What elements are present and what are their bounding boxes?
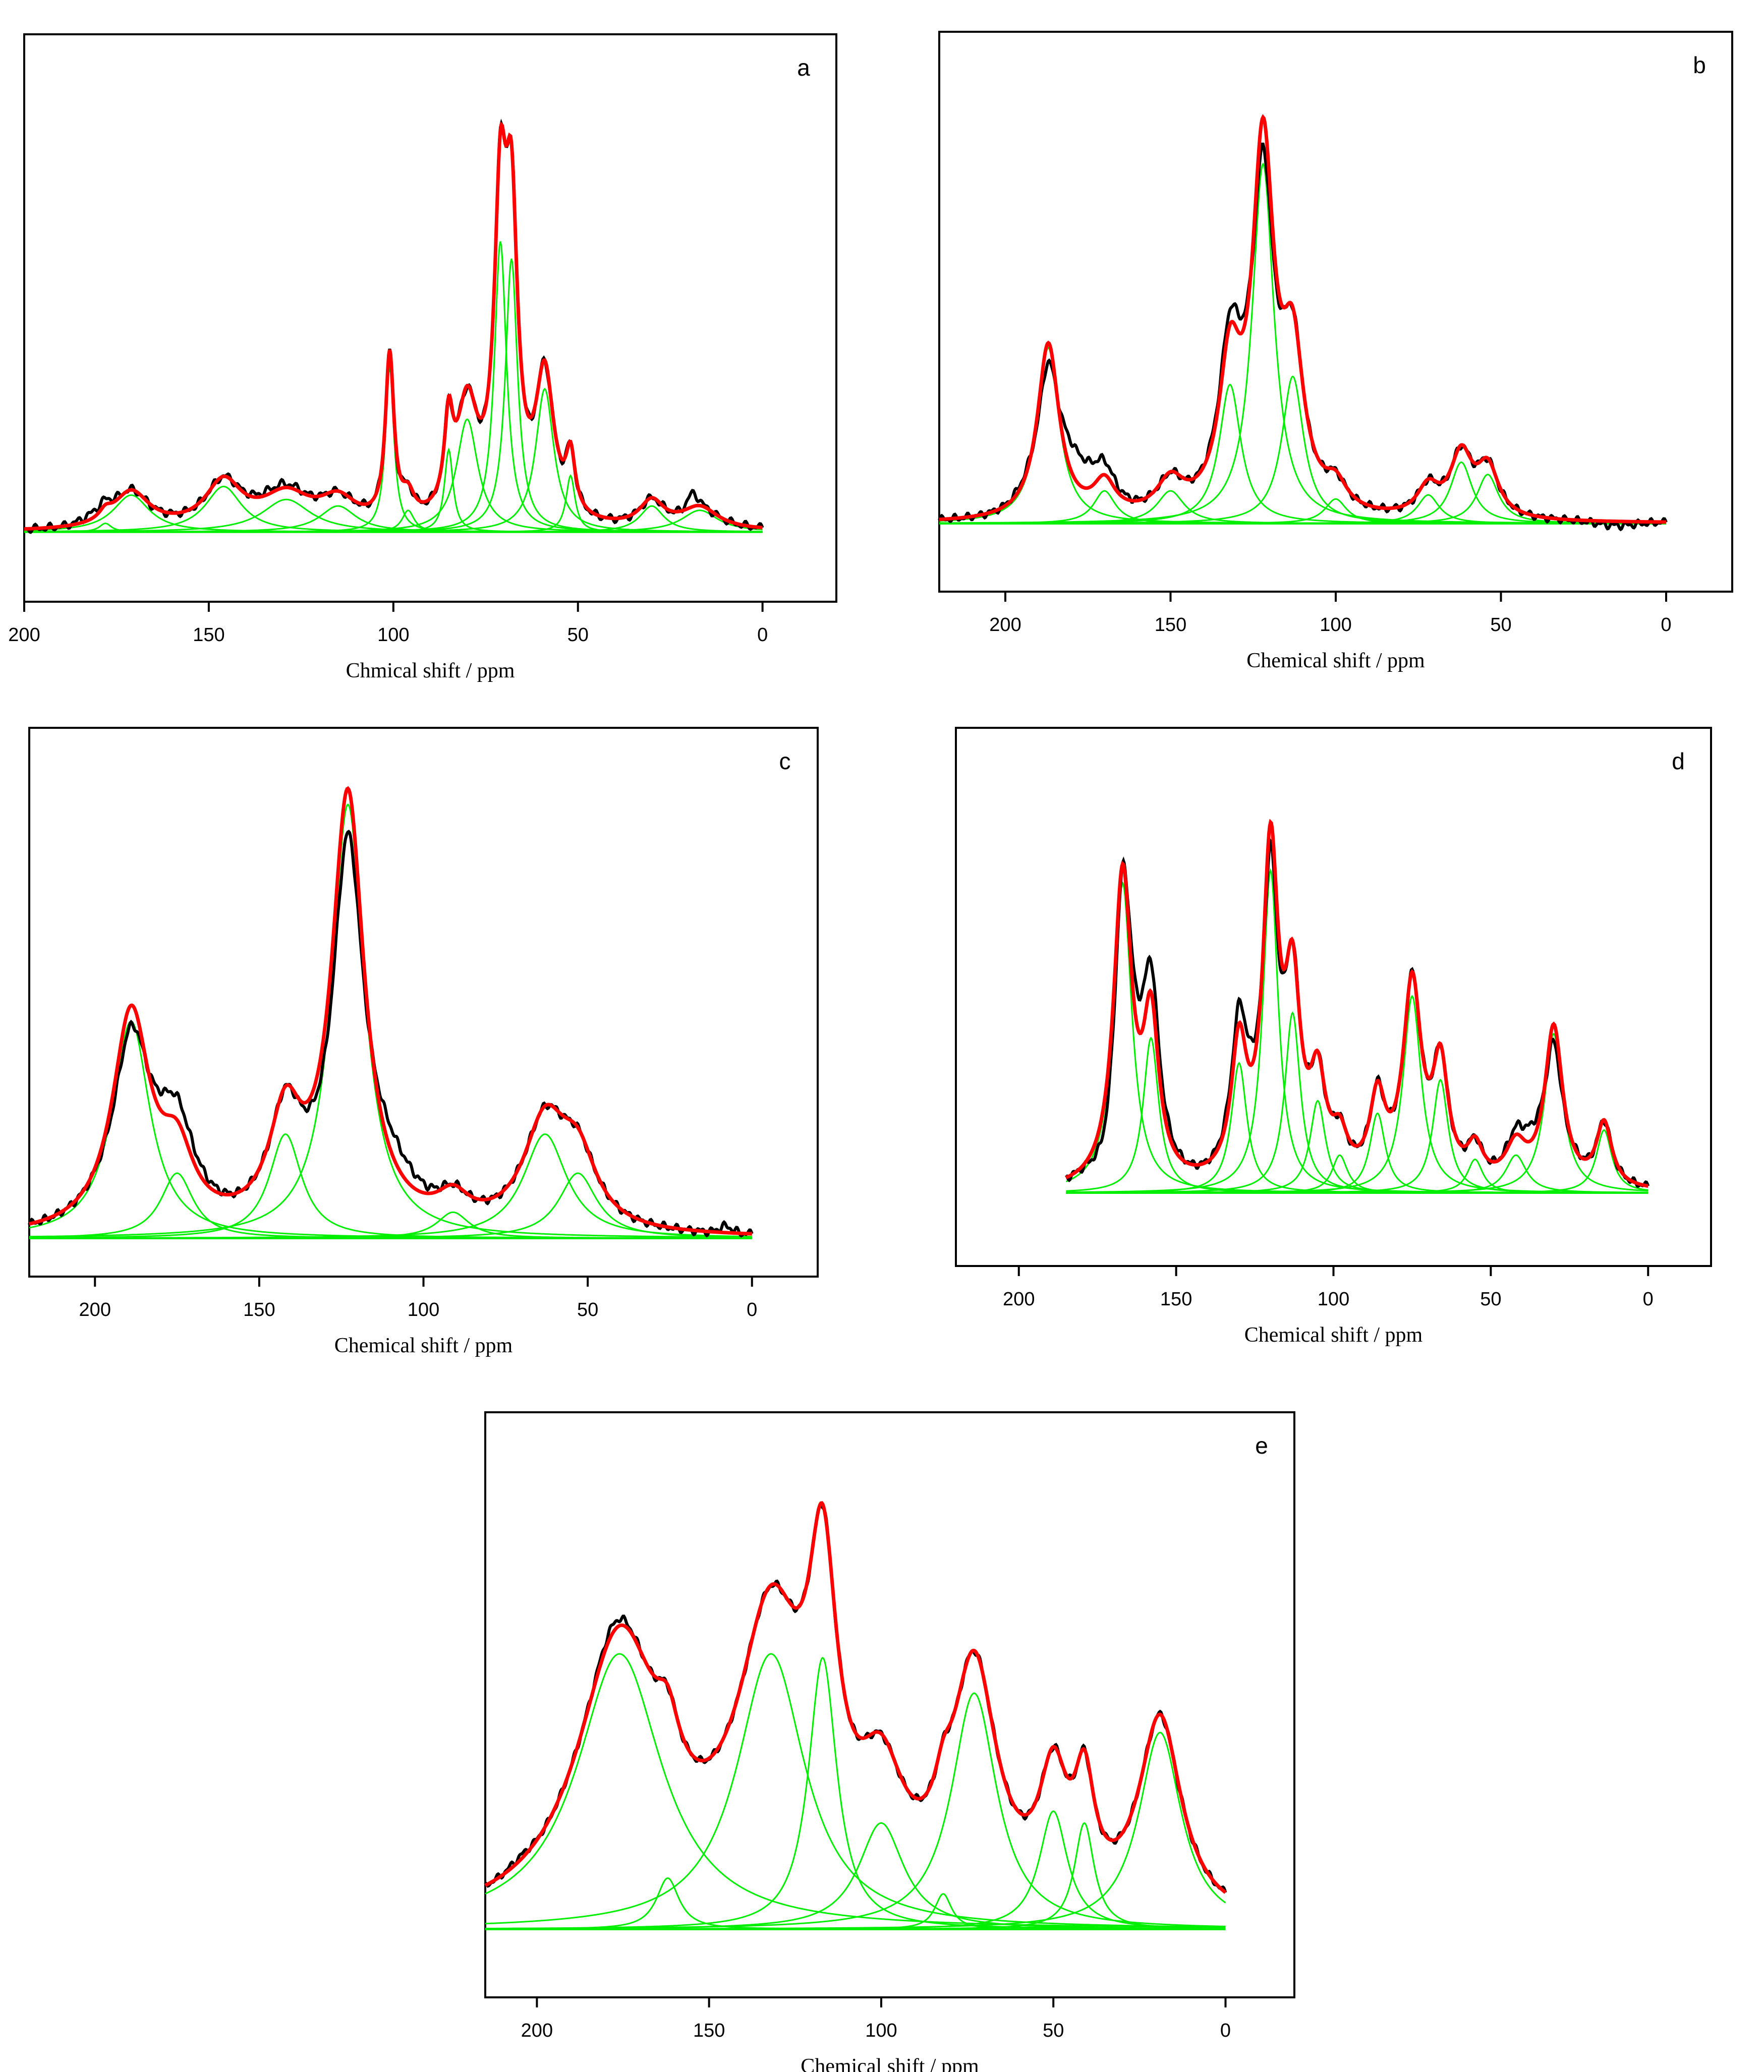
component-peak-5 [1066, 1011, 1648, 1194]
x-axis-label: Chemical shift / ppm [334, 1334, 513, 1357]
x-tick-label: 200 [989, 614, 1021, 636]
x-tick-label: 50 [1490, 614, 1511, 636]
x-tick-label: 0 [1220, 2020, 1231, 2041]
x-tick-label: 100 [865, 2020, 897, 2041]
component-peak-7 [485, 1692, 1226, 1929]
x-tick-label: 50 [1043, 2020, 1064, 2041]
chart-panel-a: 200 150 100 50 0 Chmical shift / ppm a [8, 33, 837, 682]
panel-label: e [1255, 1432, 1268, 1459]
fitted-spectrum [939, 114, 1667, 524]
x-axis-label: Chemical shift / ppm [1246, 649, 1425, 672]
component-peak-7 [29, 1172, 752, 1239]
x-tick-label: 150 [243, 1299, 275, 1320]
component-peak-14 [1066, 1129, 1648, 1194]
component-peak-9 [939, 461, 1666, 525]
x-tick-label: 200 [8, 624, 40, 646]
x-tick-label: 0 [757, 624, 768, 646]
chart-panel-e: 200 150 100 50 0 Chemical shift / ppm e [484, 1411, 1295, 2072]
component-peak-2 [24, 494, 763, 533]
fitted-spectrum [29, 786, 752, 1236]
x-tick-label: 0 [1643, 1289, 1654, 1310]
experimental-spectrum [24, 119, 764, 534]
component-peak-13 [24, 474, 763, 533]
component-peak-8 [1066, 1112, 1648, 1194]
component-peak-2 [485, 1877, 1226, 1930]
x-tick-label: 0 [747, 1299, 757, 1320]
component-peak-1 [485, 1653, 1226, 1928]
fitted-spectrum [24, 121, 763, 531]
chart-panel-b: 200 150 100 50 0 Chemical shift / ppm b [938, 31, 1733, 672]
panel-label: c [779, 748, 791, 774]
plot-frame [23, 33, 837, 603]
experimental-spectrum [28, 829, 754, 1238]
chart-panel-c: 200 150 100 50 0 Chemical shift / ppm c [28, 727, 819, 1357]
x-tick-label: 50 [1480, 1289, 1501, 1310]
fitted-spectrum [484, 1501, 1227, 1894]
component-peak-15 [24, 509, 763, 533]
component-peak-3 [485, 1653, 1226, 1928]
component-peak-6 [485, 1893, 1226, 1930]
component-peak-10 [1066, 1078, 1648, 1194]
x-tick-label: 150 [193, 624, 224, 646]
plot-frame [484, 1411, 1295, 1998]
x-tick-label: 150 [693, 2020, 725, 2041]
x-tick-label: 0 [1661, 614, 1671, 636]
x-axis-label: Chmical shift / ppm [346, 659, 515, 682]
component-peak-10 [485, 1732, 1226, 1930]
component-peak-4 [29, 803, 752, 1238]
panel-label: a [797, 54, 810, 81]
x-tick-label: 100 [1318, 1289, 1349, 1310]
plot-frame [938, 31, 1733, 593]
x-tick-label: 200 [79, 1299, 111, 1320]
x-tick-label: 150 [1160, 1289, 1192, 1310]
component-peak-9 [1066, 995, 1648, 1194]
x-tick-label: 200 [521, 2020, 553, 2041]
panel-label: b [1693, 52, 1706, 78]
x-axis-label: Chemical shift / ppm [801, 2055, 979, 2072]
x-tick-label: 50 [567, 624, 589, 646]
x-tick-label: 100 [1320, 614, 1351, 636]
x-tick-label: 100 [408, 1299, 439, 1320]
x-tick-label: 150 [1155, 614, 1186, 636]
component-peak-4 [939, 383, 1666, 525]
component-peak-10 [939, 474, 1666, 525]
chart-panel-d: 200 150 100 50 0 Chemical shift / ppm d [955, 727, 1712, 1347]
x-tick-label: 200 [1003, 1289, 1035, 1310]
panel-label: d [1672, 748, 1685, 774]
fitted-spectrum [1065, 819, 1648, 1188]
x-axis-label: Chemical shift / ppm [1244, 1323, 1423, 1347]
component-peak-2 [29, 1172, 752, 1239]
x-tick-label: 100 [377, 624, 409, 646]
component-peak-6 [939, 375, 1666, 525]
experimental-spectrum [938, 142, 1668, 532]
x-tick-label: 50 [577, 1299, 598, 1320]
